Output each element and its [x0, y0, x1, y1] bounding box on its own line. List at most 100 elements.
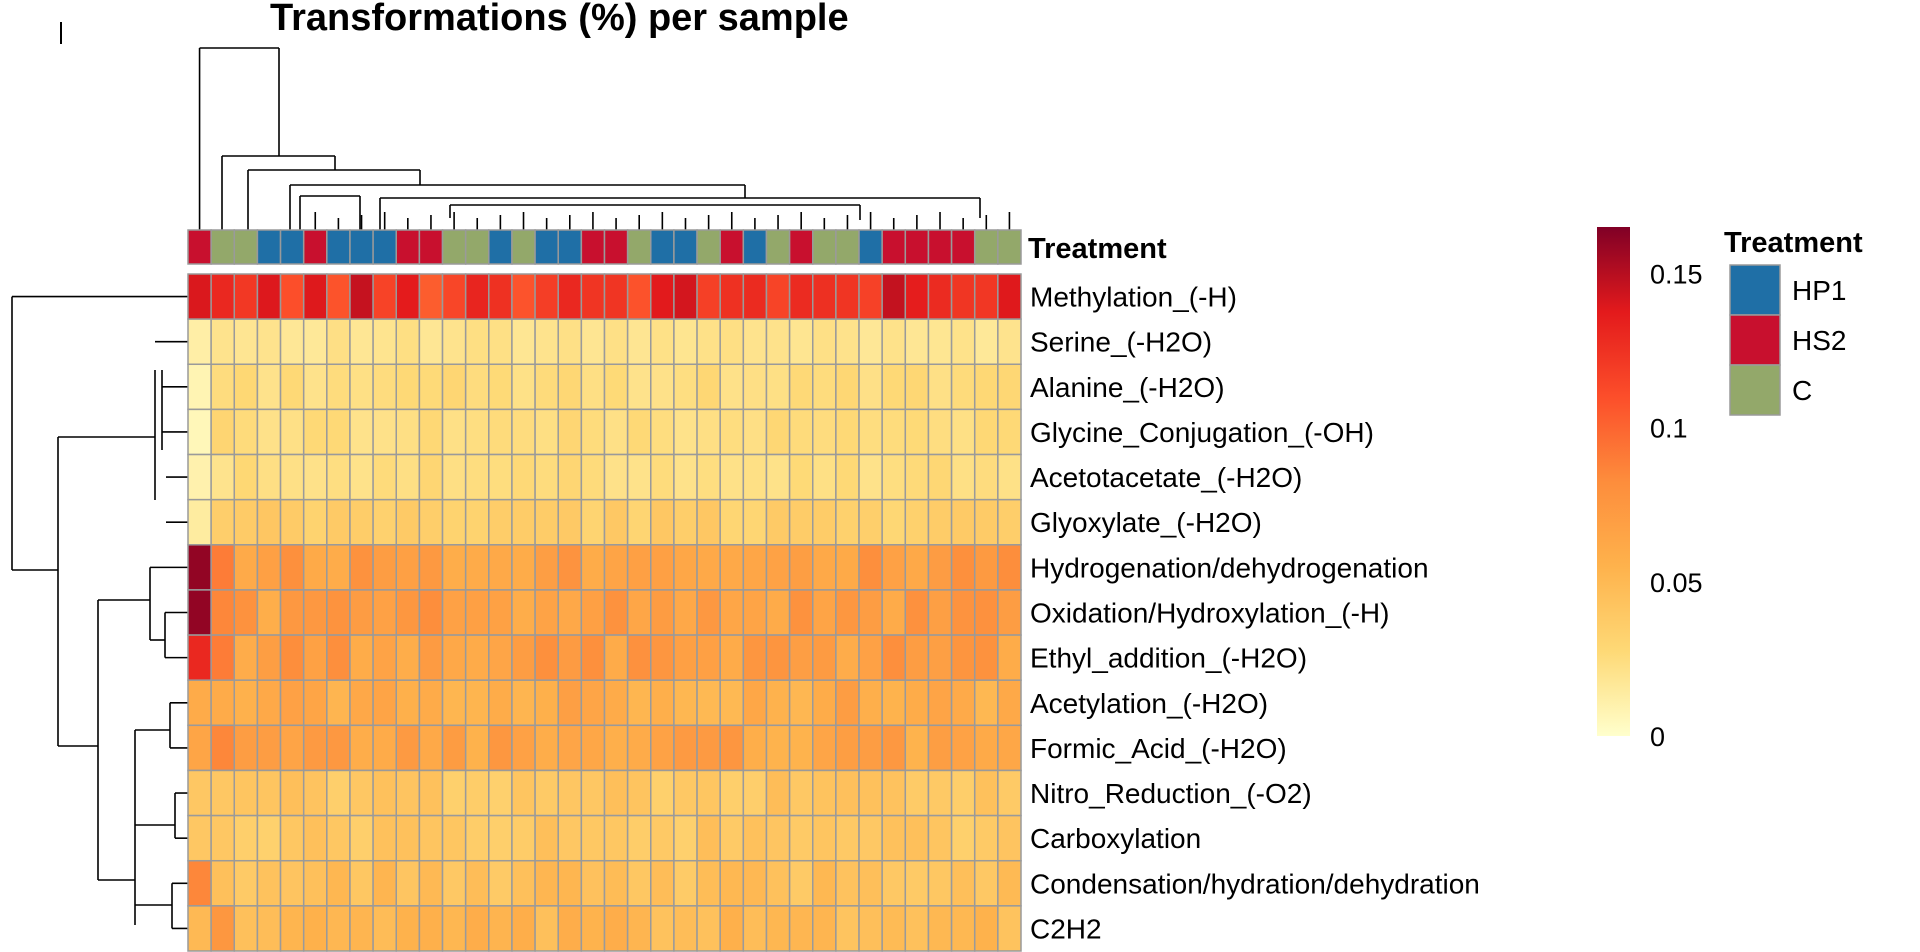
heatmap-cell: [488, 814, 513, 862]
heatmap-cell: [603, 544, 629, 591]
heatmap-cell: [696, 363, 721, 411]
heatmap-cell: [719, 905, 745, 952]
heatmap-cell: [812, 544, 837, 591]
heatmap-cell: [302, 724, 328, 772]
heatmap-cell: [326, 408, 351, 456]
treatment-annotation-row: [187, 229, 1022, 265]
heatmap-cell: [812, 363, 837, 411]
heatmap-cell: [696, 634, 721, 681]
heatmap-cell: [326, 634, 351, 681]
heatmap-cell: [835, 498, 860, 546]
heatmap-cell: [464, 273, 490, 320]
heatmap-cell: [973, 453, 999, 501]
heatmap-cell: [326, 905, 351, 952]
heatmap-cell: [279, 724, 305, 772]
heatmap-cell: [210, 679, 236, 727]
heatmap-cell: [973, 363, 999, 411]
heatmap-cell: [534, 363, 559, 411]
heatmap-cell: [511, 453, 536, 501]
heatmap-cell: [650, 589, 675, 636]
heatmap-cell: [765, 905, 791, 952]
heatmap-cell: [650, 273, 675, 320]
heatmap-cell: [881, 634, 907, 681]
heatmap-cell: [997, 544, 1022, 591]
heatmap-cell: [950, 634, 976, 681]
heatmap-cell: [673, 273, 698, 320]
heatmap-cell: [187, 408, 212, 456]
heatmap-cell: [372, 589, 398, 636]
heatmap-cell: [858, 589, 883, 636]
heatmap-cell: [788, 634, 814, 681]
heatmap-cell: [858, 544, 883, 591]
heatmap-cell: [835, 589, 860, 636]
heatmap-cell: [349, 498, 374, 546]
heatmap-cell: [788, 453, 814, 501]
heatmap-cell: [997, 318, 1022, 366]
heatmap-cell: [233, 273, 259, 320]
heatmap-cell: [302, 814, 328, 862]
heatmap-cell: [511, 589, 536, 636]
heatmap-cell: [835, 905, 860, 952]
heatmap-cell: [719, 318, 745, 366]
heatmap-cell: [673, 679, 698, 727]
heatmap-cell: [626, 905, 652, 952]
heatmap-cell: [742, 453, 768, 501]
heatmap-cell: [950, 724, 976, 772]
heatmap-cell: [696, 453, 721, 501]
heatmap-cell: [256, 905, 282, 952]
heatmap-cell: [835, 679, 860, 727]
heatmap-cell: [626, 589, 652, 636]
heatmap-cell: [742, 498, 768, 546]
heatmap-cell: [950, 363, 976, 411]
annotation-cell-c: [835, 229, 860, 265]
heatmap-cell: [719, 498, 745, 546]
heatmap-cell: [441, 724, 467, 772]
heatmap-cell: [973, 498, 999, 546]
heatmap-cell: [395, 679, 421, 727]
annotation-cell-hs2: [788, 229, 814, 265]
heatmap-cell: [742, 408, 768, 456]
heatmap-cell: [742, 544, 768, 591]
heatmap-cell: [788, 408, 814, 456]
heatmap-cell: [927, 318, 953, 366]
row-label: Nitro_Reduction_(-O2): [1030, 778, 1312, 809]
heatmap-cell: [349, 679, 374, 727]
heatmap-cell: [603, 769, 629, 817]
heatmap-cell: [557, 589, 583, 636]
heatmap-cell: [279, 318, 305, 366]
heatmap-cell: [557, 318, 583, 366]
heatmap-cell: [210, 814, 236, 862]
heatmap-cell: [835, 814, 860, 862]
heatmap-cell: [302, 318, 328, 366]
heatmap-cell: [950, 318, 976, 366]
heatmap-cell: [858, 905, 883, 952]
heatmap-cell: [279, 273, 305, 320]
heatmap-cell: [904, 273, 930, 320]
heatmap-cell: [395, 814, 421, 862]
heatmap-cell: [233, 589, 259, 636]
heatmap-cell: [557, 453, 583, 501]
heatmap-cell: [603, 859, 629, 907]
heatmap-cell: [372, 634, 398, 681]
heatmap-cell: [511, 408, 536, 456]
heatmap-cell: [927, 408, 953, 456]
heatmap-cell: [973, 905, 999, 952]
heatmap-cell: [464, 634, 490, 681]
heatmap-cell: [973, 408, 999, 456]
heatmap-cell: [997, 859, 1022, 907]
heatmap-cell: [557, 905, 583, 952]
heatmap-cell: [233, 318, 259, 366]
heatmap-cell: [858, 363, 883, 411]
heatmap-cell: [349, 363, 374, 411]
heatmap-cell: [580, 814, 606, 862]
heatmap-cell: [187, 679, 212, 727]
heatmap-cell: [927, 724, 953, 772]
heatmap-cell: [812, 498, 837, 546]
heatmap-cell: [626, 318, 652, 366]
annotation-cell-hp1: [534, 229, 559, 265]
heatmap-cell: [835, 453, 860, 501]
annotation-cell-c: [464, 229, 490, 265]
heatmap-cell: [835, 544, 860, 591]
heatmap-cell: [927, 363, 953, 411]
